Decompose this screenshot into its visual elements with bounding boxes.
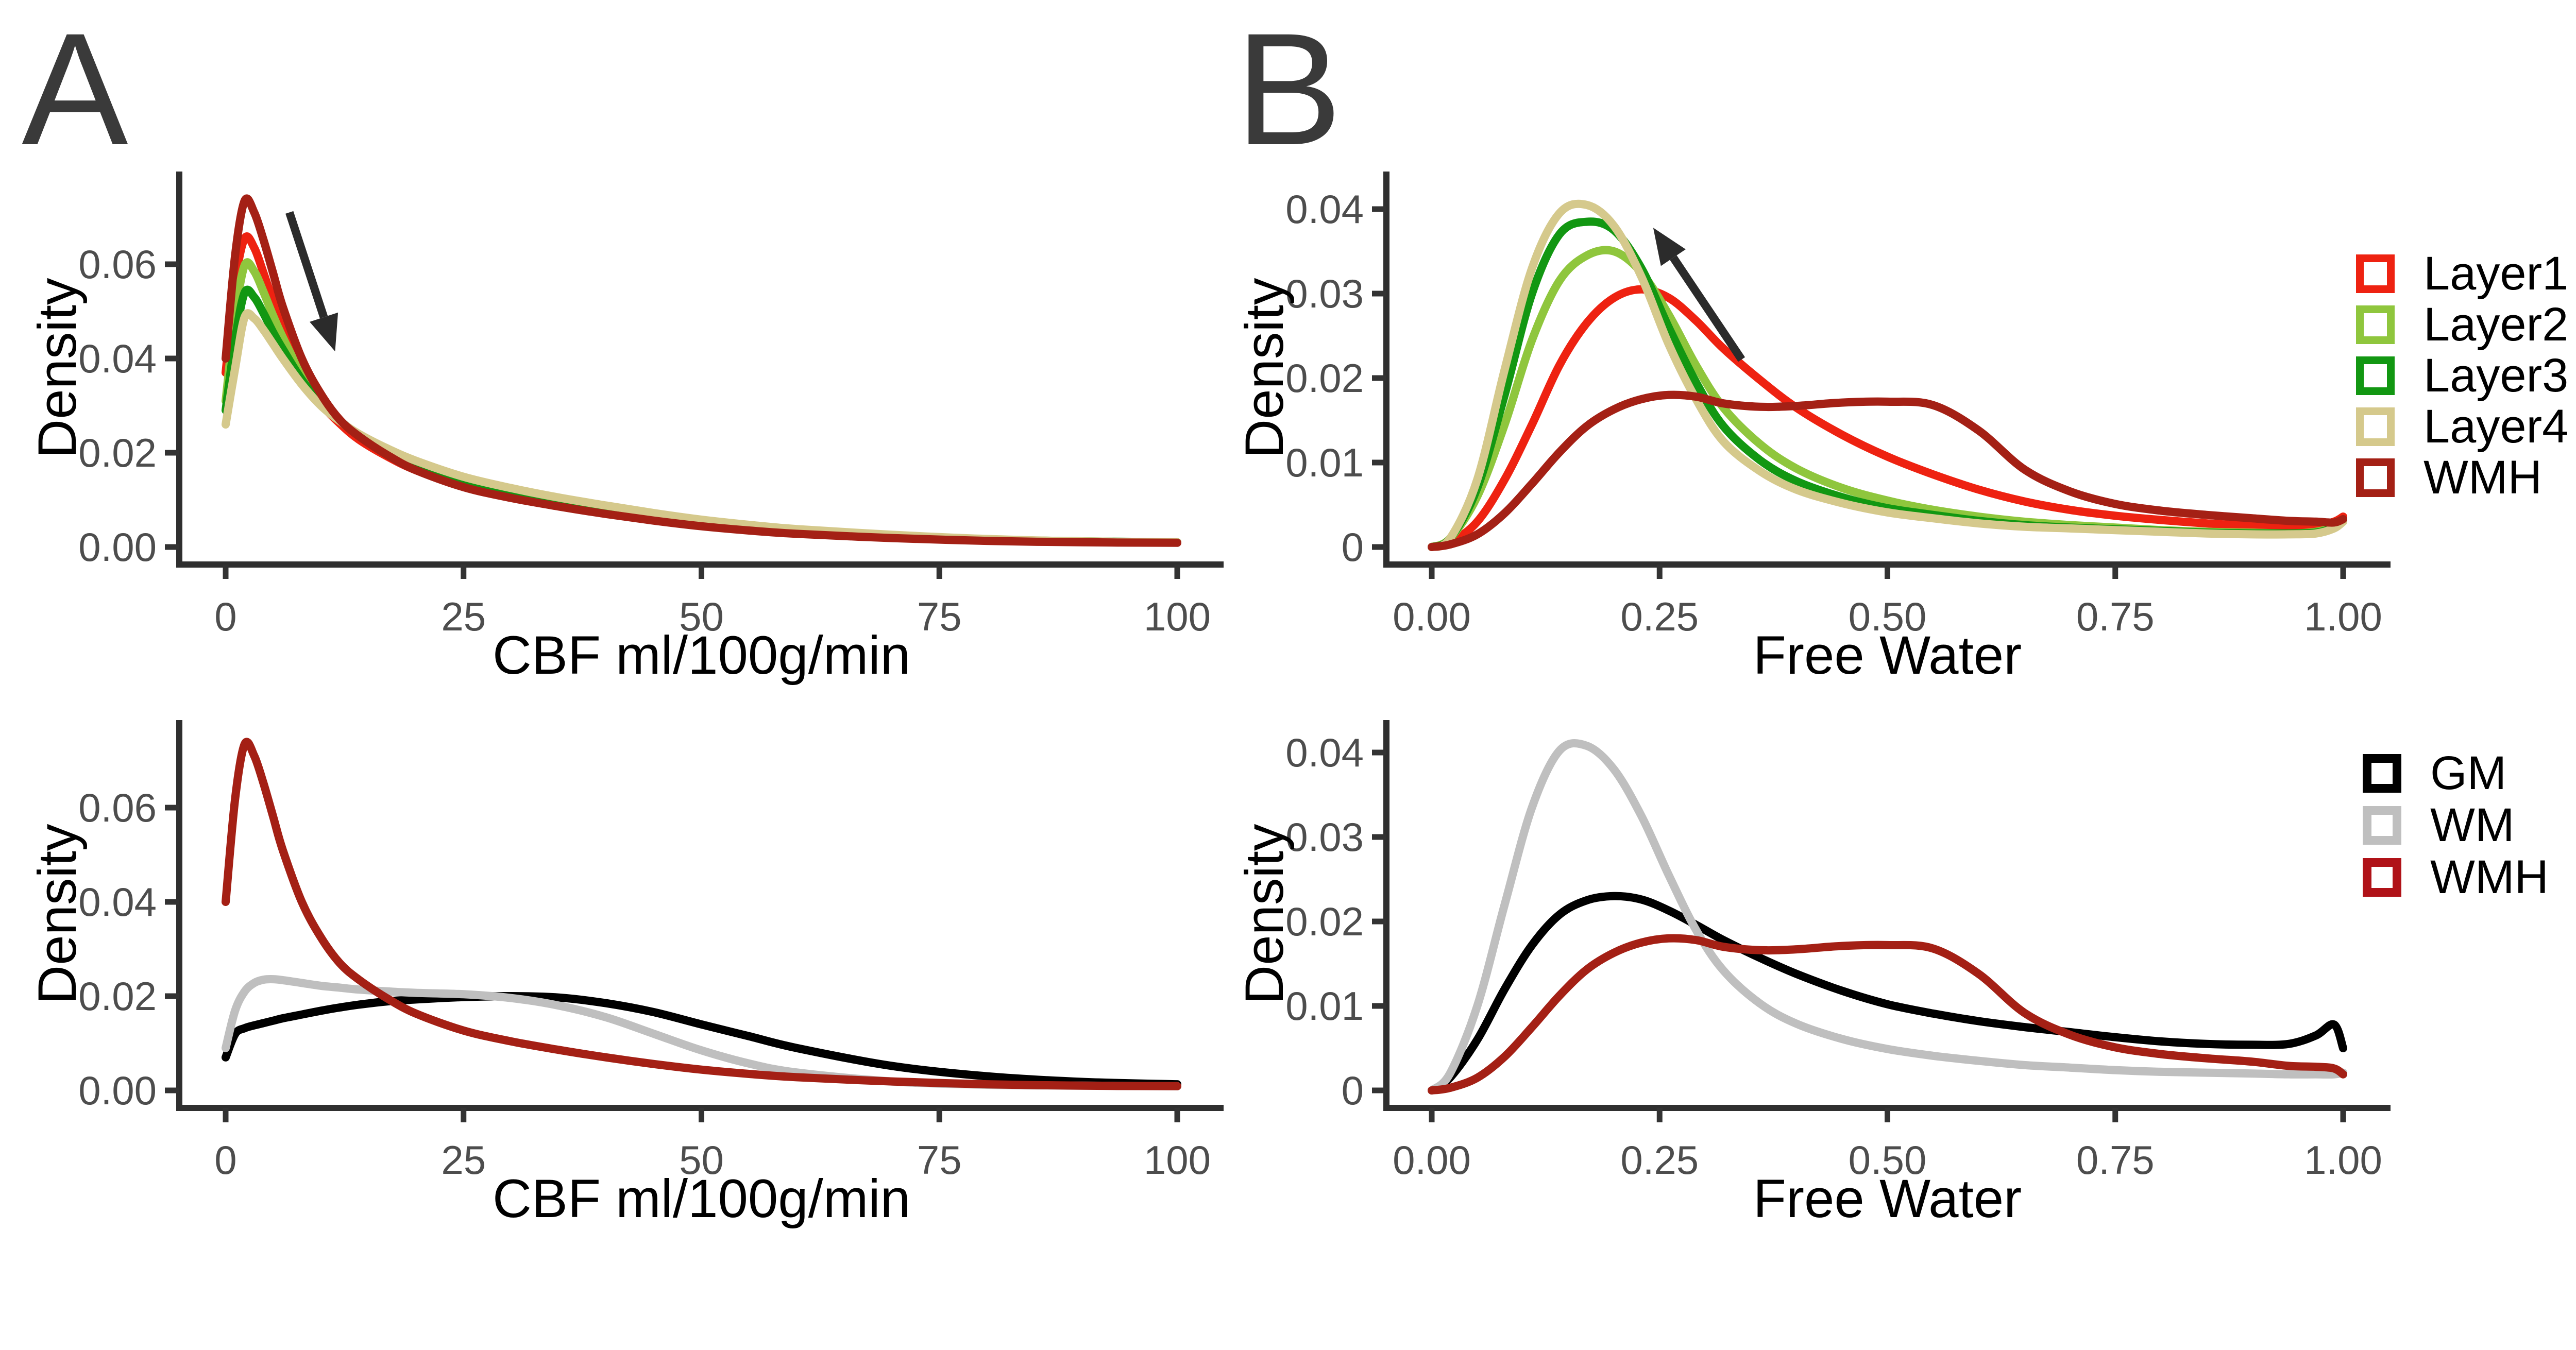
legend-key-swatch [2356, 305, 2395, 344]
legend-key-swatch [2356, 254, 2395, 293]
x-tick-label: 0.75 [2076, 1137, 2155, 1183]
density-curve-wmh [1428, 390, 2347, 551]
density-curve-layer1 [1428, 285, 2347, 551]
legend-item-wm: WM [2363, 801, 2549, 849]
x-tick-label: 50 [679, 594, 724, 639]
legend-label: Layer2 [2424, 298, 2569, 351]
x-axis-title: CBF ml/100g/min [493, 1169, 910, 1229]
x-tick-label: 0.00 [1393, 594, 1471, 639]
x-tick-label: 0.25 [1620, 1137, 1699, 1183]
panel-label-b: B [1235, 0, 1342, 178]
y-tick-label: 0.03 [1285, 814, 1364, 860]
x-tick-label: 1.00 [2304, 1137, 2382, 1183]
y-tick-label: 0.01 [1285, 440, 1364, 485]
y-axis-title: Density [1234, 278, 1295, 458]
density-curve-wmh [222, 738, 1181, 1090]
chart-cbf-layers: 0 25 50 75 100 0.00 0.02 0.04 0.06 CBF ml/100g/mi… [27, 172, 1224, 686]
legend-key-swatch [2363, 858, 2401, 897]
legend-key-swatch [2356, 407, 2395, 446]
legend-label: GM [2430, 747, 2507, 799]
chart-freewater-tissues: 0.00 0.25 0.50 0.75 1.00 0 0.01 0.02 0.03 0.04 Fre… [1234, 720, 2391, 1229]
y-tick-label: 0.04 [78, 336, 157, 381]
annotation-arrow-shaft [285, 211, 328, 319]
density-curve-layer4 [1428, 199, 2347, 551]
legend-key-swatch [2356, 458, 2395, 497]
x-tick-label: 75 [917, 594, 962, 639]
y-tick-label: 0.02 [1285, 355, 1364, 401]
legend-label: Layer3 [2424, 349, 2569, 402]
y-tick-label: 0.06 [78, 242, 157, 287]
legend-label: Layer4 [2424, 400, 2569, 453]
legend-key-swatch [2363, 754, 2401, 793]
legend-item-layer2: Layer2 [2356, 301, 2568, 348]
x-tick-label: 0.50 [1849, 1137, 1927, 1183]
y-tick-label: 0.04 [1285, 186, 1364, 232]
y-tick-label: 0 [1342, 524, 1364, 570]
y-tick-label: 0.02 [78, 430, 157, 475]
x-tick-label: 1.00 [2304, 594, 2382, 639]
legend-item-layer1: Layer1 [2356, 250, 2568, 297]
legend-key-swatch [2363, 806, 2401, 845]
density-curve-layer4 [222, 309, 1181, 546]
x-tick-label: 0.00 [1393, 1137, 1471, 1183]
x-tick-label: 0.50 [1849, 594, 1927, 639]
legend-item-layer4: Layer4 [2356, 403, 2568, 450]
annotation-arrow-head [1653, 228, 1686, 266]
y-axis-title: Density [1234, 824, 1295, 1004]
y-axis-title: Density [27, 824, 88, 1004]
legend-layers: Layer1 Layer2 Layer3 Layer4 WMH [2356, 250, 2568, 501]
density-curve-wmh [222, 194, 1181, 547]
legend-item-gm: GM [2363, 749, 2549, 797]
x-tick-label: 100 [1144, 1137, 1211, 1183]
legend-item-wmh: WMH [2363, 853, 2549, 901]
y-tick-label: 0.00 [78, 524, 157, 570]
y-tick-label: 0.03 [1285, 271, 1364, 316]
density-curve-wmh [1428, 934, 2347, 1095]
y-tick-label: 0 [1342, 1068, 1364, 1113]
panel-label-a: A [22, 0, 128, 178]
chart-freewater-layers: 0.00 0.25 0.50 0.75 1.00 0 0.01 0.02 0.03 0.04 Fre… [1234, 172, 2391, 686]
x-axis-title: CBF ml/100g/min [493, 625, 910, 686]
density-curve-wm [1428, 739, 2347, 1095]
legend-label: Layer1 [2424, 247, 2569, 300]
density-curve-layer3 [222, 285, 1181, 546]
x-tick-label: 25 [441, 594, 486, 639]
density-curve-layer2 [222, 258, 1181, 546]
annotation-arrow-head [310, 312, 338, 352]
legend-label: WMH [2424, 451, 2542, 504]
y-axis-title: Density [27, 278, 88, 458]
x-tick-label: 50 [679, 1137, 724, 1183]
legend-tissues: GM WM WMH [2363, 749, 2549, 901]
y-tick-label: 0.02 [78, 973, 157, 1019]
legend-item-layer3: Layer3 [2356, 352, 2568, 399]
y-tick-label: 0.04 [1285, 730, 1364, 775]
y-tick-label: 0.04 [78, 879, 157, 925]
x-axis-title: Free Water [1753, 1169, 2022, 1229]
x-tick-label: 25 [441, 1137, 486, 1183]
x-tick-label: 0 [214, 1137, 236, 1183]
x-axis-title: Free Water [1753, 625, 2022, 686]
density-curve-layer1 [222, 232, 1181, 546]
y-tick-label: 0.00 [78, 1068, 157, 1113]
legend-label: WMH [2430, 851, 2549, 903]
chart-cbf-tissues: 0 25 50 75 100 0.00 0.02 0.04 0.06 CBF ml/100g/mi… [27, 720, 1224, 1229]
x-tick-label: 0 [214, 594, 236, 639]
x-tick-label: 100 [1144, 594, 1211, 639]
y-tick-label: 0.02 [1285, 899, 1364, 944]
legend-key-swatch [2356, 356, 2395, 395]
density-curve-gm [1428, 892, 2347, 1095]
annotation-arrow-shaft [1670, 255, 1745, 362]
x-tick-label: 0.75 [2076, 594, 2155, 639]
y-tick-label: 0.01 [1285, 983, 1364, 1029]
y-tick-label: 0.06 [78, 785, 157, 830]
x-tick-label: 75 [917, 1137, 962, 1183]
legend-item-wmh: WMH [2356, 454, 2568, 501]
x-tick-label: 0.25 [1620, 594, 1699, 639]
legend-label: WM [2430, 799, 2515, 851]
